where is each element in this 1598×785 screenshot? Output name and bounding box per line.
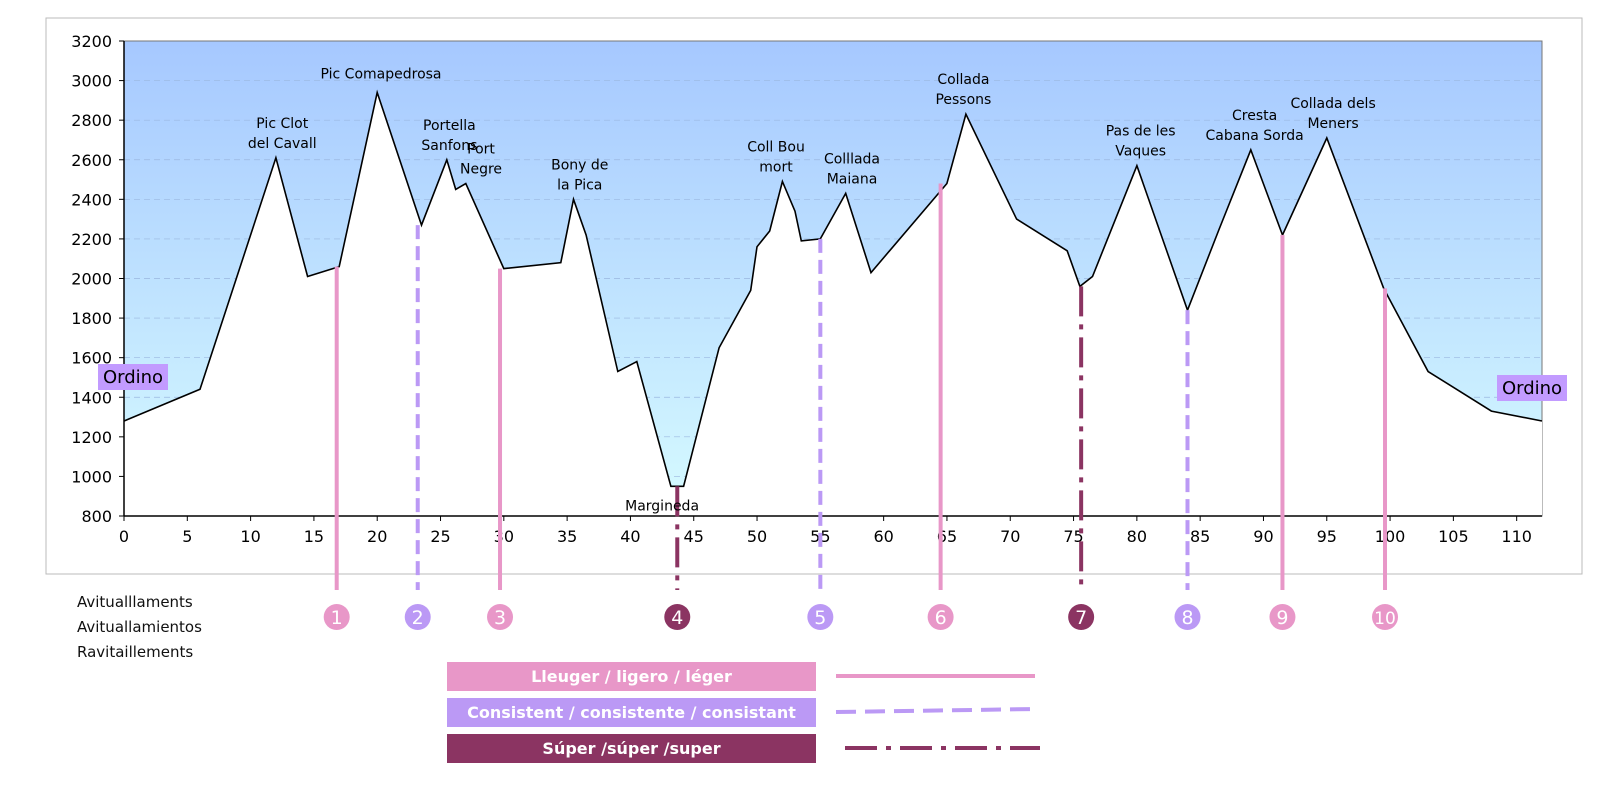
aid-station-marker-9 — [1269, 604, 1296, 630]
x-tick-label: 5 — [182, 527, 192, 546]
peak-label: Pic Comapedrosa — [321, 66, 442, 82]
y-tick-label: 1600 — [71, 349, 112, 368]
aid-station-number: 10 — [1374, 609, 1396, 629]
x-tick-label: 40 — [620, 527, 640, 546]
endpoint-label: Ordino — [1502, 378, 1562, 399]
endpoint-label-box — [1497, 375, 1567, 401]
aid-station-number: 7 — [1075, 607, 1087, 629]
x-tick-label: 90 — [1253, 527, 1273, 546]
peak-label: mort — [759, 160, 793, 176]
x-tick-label: 100 — [1375, 527, 1406, 546]
aid-station-marker-4 — [664, 604, 691, 630]
aid-station-markers: 1 2 3 4 5 6 7 8 9 10 — [323, 604, 1399, 630]
endpoint-label-box — [98, 364, 168, 390]
profile-area — [124, 92, 1542, 516]
peak-label: Pessons — [935, 92, 991, 108]
peak-label: Colllada — [824, 151, 880, 167]
peak-label: Negre — [460, 162, 502, 178]
aid-station-marker-1 — [323, 604, 350, 630]
aid-station-marker-2 — [404, 604, 431, 630]
x-tick-label: 30 — [494, 527, 514, 546]
aid-station-number: 9 — [1276, 607, 1288, 629]
aid-station-number: 5 — [814, 607, 826, 629]
y-tick-label: 1800 — [71, 309, 112, 328]
aid-stations-label-catalan: Avitualllaments — [77, 593, 193, 611]
aid-station-marker-6 — [927, 604, 954, 630]
x-tick-label: 80 — [1127, 527, 1147, 546]
aid-station-number: 4 — [671, 607, 683, 629]
legend-light-label: Lleuger / ligero / léger — [447, 662, 816, 691]
aid-station-marker-3 — [487, 604, 514, 630]
aid-station-number: 8 — [1181, 607, 1193, 629]
x-tick-label: 35 — [557, 527, 577, 546]
peak-labels: Pic Clot del Cavall Pic Comapedrosa Portell… — [248, 66, 1376, 514]
y-tick-label: 3200 — [71, 32, 112, 51]
peak-label: Collada dels — [1290, 96, 1375, 112]
aid-station-marker-8 — [1174, 604, 1201, 630]
peak-label: Pas de les — [1106, 124, 1176, 140]
peak-label: la Pica — [557, 177, 602, 193]
aid-station-number: 2 — [412, 607, 424, 629]
x-tick-label: 75 — [1063, 527, 1083, 546]
x-tick-label: 105 — [1438, 527, 1469, 546]
x-tick-label: 10 — [240, 527, 260, 546]
x-tick-label: 25 — [430, 527, 450, 546]
aid-station-marker-10 — [1372, 604, 1399, 630]
y-tick-label: 2000 — [71, 270, 112, 289]
aid-station-number: 1 — [331, 607, 343, 629]
y-tick-label: 2600 — [71, 151, 112, 170]
peak-label: Cabana Sorda — [1206, 128, 1304, 144]
x-tick-label: 20 — [367, 527, 387, 546]
aid-stations-label-spanish: Avituallamientos — [77, 618, 202, 636]
profile-line — [123, 89, 1543, 488]
legend-line-consistent — [835, 707, 1036, 714]
peak-label: Meners — [1307, 116, 1358, 132]
y-tick-label: 1200 — [71, 428, 112, 447]
x-tick-label: 60 — [873, 527, 893, 546]
peak-label: Portella — [423, 118, 476, 134]
x-tick-label: 0 — [119, 527, 129, 546]
peak-label: Collada — [937, 72, 989, 88]
legend-consistent-label: Consistent / consistente / consistant — [447, 698, 816, 727]
peak-label: Pic Clot — [256, 116, 308, 132]
peak-label: Bony de — [551, 157, 608, 173]
aid-station-marker-5 — [807, 604, 834, 630]
aid-stations-label-french: Ravitaillements — [77, 643, 194, 661]
peak-label: del Cavall — [248, 136, 317, 152]
y-tick-label: 2400 — [71, 190, 112, 209]
y-tick-label: 800 — [81, 507, 112, 526]
endpoint-labels: Ordino Ordino — [98, 364, 1567, 401]
y-tick-label: 1400 — [71, 388, 112, 407]
x-tick-label: 45 — [684, 527, 704, 546]
x-tick-label: 85 — [1190, 527, 1210, 546]
y-tick-label: 2800 — [71, 111, 112, 130]
axes: 8001000120014001600180020002200240026002… — [71, 32, 1542, 546]
peak-label: Coll Bou — [747, 140, 805, 156]
profile-layer — [123, 89, 1543, 516]
peak-label: Cresta — [1232, 108, 1277, 124]
endpoint-label: Ordino — [103, 367, 163, 388]
peak-label: Margineda — [625, 498, 699, 514]
aid-station-number: 3 — [494, 607, 506, 629]
y-tick-label: 1000 — [71, 467, 112, 486]
legend-super-label: Súper /súper /super — [447, 734, 816, 763]
x-tick-label: 95 — [1317, 527, 1337, 546]
aid-station-lines — [334, 183, 1388, 590]
y-tick-label: 3000 — [71, 72, 112, 91]
x-tick-label: 110 — [1501, 527, 1532, 546]
legend-line-samples — [835, 674, 1040, 750]
peak-label: Sanfons — [421, 138, 477, 154]
x-tick-label: 15 — [304, 527, 324, 546]
x-tick-label: 50 — [747, 527, 767, 546]
peak-label: Port — [467, 142, 495, 158]
peak-label: Maiana — [827, 171, 878, 187]
aid-station-number: 6 — [935, 607, 947, 629]
aid-station-marker-7 — [1068, 604, 1095, 630]
peak-label: Vaques — [1115, 144, 1166, 160]
y-tick-label: 2200 — [71, 230, 112, 249]
x-tick-label: 70 — [1000, 527, 1020, 546]
